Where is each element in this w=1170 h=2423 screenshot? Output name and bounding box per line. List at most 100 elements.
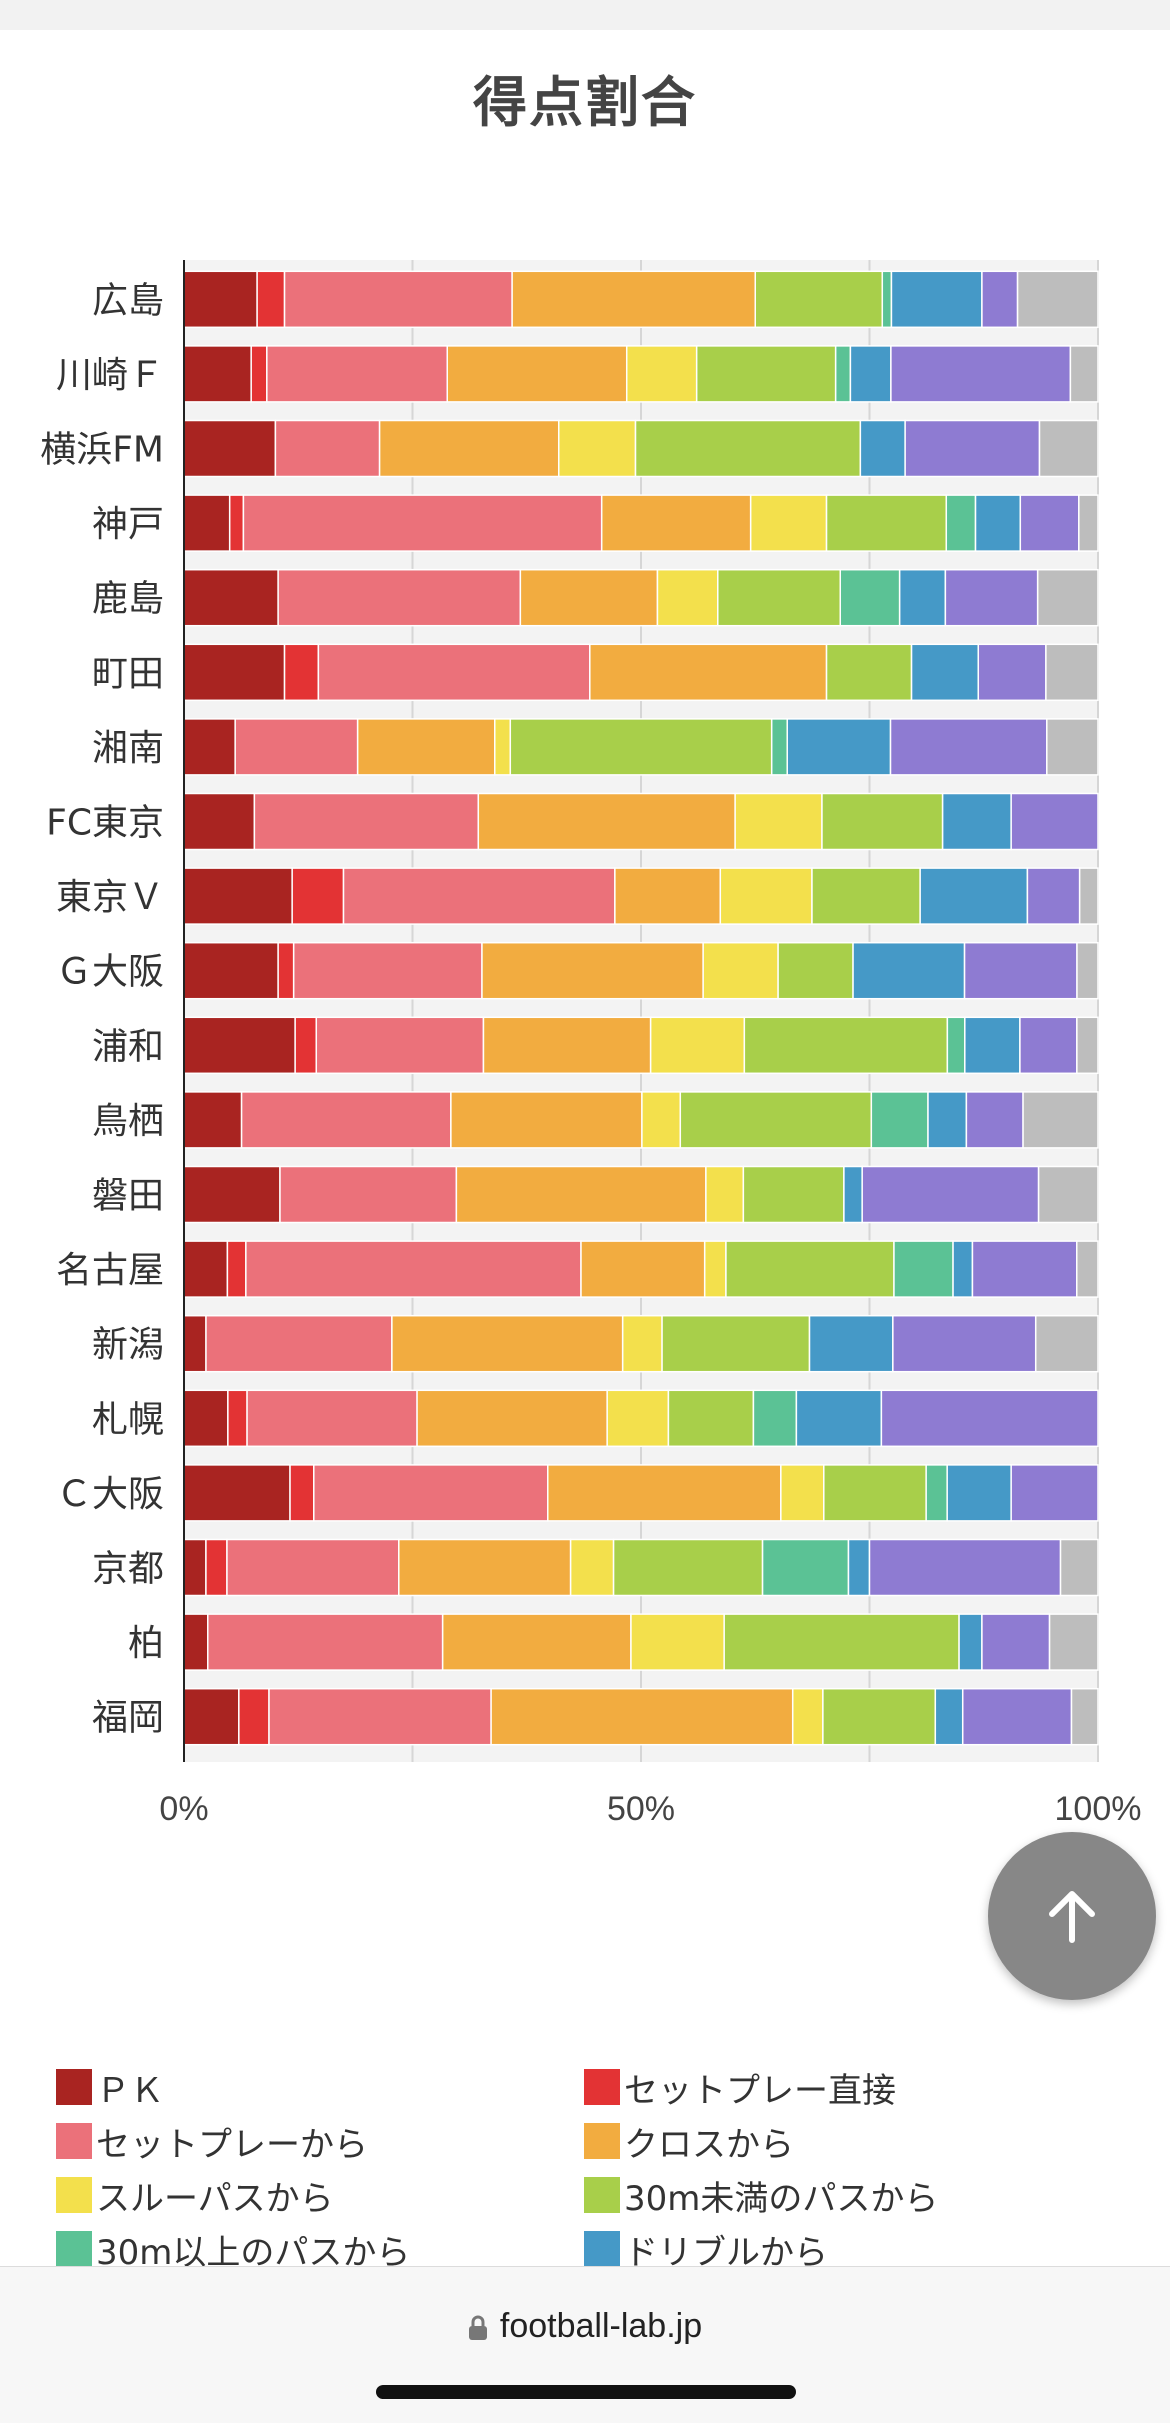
- bar-segment[interactable]: [847, 1538, 871, 1597]
- bar-segment[interactable]: [1026, 867, 1081, 925]
- legend-item[interactable]: ＰＫ: [56, 2060, 164, 2114]
- bar-segment[interactable]: [416, 1389, 608, 1448]
- bar-segment[interactable]: [183, 643, 286, 702]
- bar-segment[interactable]: [952, 1240, 974, 1298]
- bar-segment[interactable]: [315, 1016, 485, 1075]
- bar-segment[interactable]: [183, 867, 293, 925]
- bar-segment[interactable]: [822, 1687, 937, 1746]
- bar-segment[interactable]: [723, 1613, 960, 1671]
- bar-segment[interactable]: [719, 867, 813, 925]
- bar-segment[interactable]: [754, 270, 884, 329]
- bar-segment[interactable]: [1046, 718, 1099, 776]
- bar-segment[interactable]: [625, 345, 698, 403]
- bar-segment[interactable]: [481, 941, 704, 1000]
- bar-segment[interactable]: [823, 1464, 927, 1522]
- bar-segment[interactable]: [283, 643, 320, 702]
- bar-segment[interactable]: [961, 1687, 1073, 1746]
- bar-segment[interactable]: [958, 1613, 983, 1671]
- bar-segment[interactable]: [843, 1165, 863, 1224]
- bar-segment[interactable]: [589, 643, 828, 702]
- bar-segment[interactable]: [1069, 345, 1099, 403]
- bar-segment[interactable]: [183, 1314, 207, 1373]
- bar-segment[interactable]: [946, 1464, 1012, 1522]
- bar-segment[interactable]: [183, 494, 231, 552]
- bar-segment[interactable]: [904, 419, 1041, 478]
- bar-segment[interactable]: [246, 1389, 418, 1448]
- bar-segment[interactable]: [945, 494, 977, 552]
- bar-segment[interactable]: [925, 1464, 948, 1522]
- bar-segment[interactable]: [630, 1613, 725, 1671]
- legend-item[interactable]: クロスから: [584, 2114, 794, 2168]
- bar-segment[interactable]: [242, 494, 603, 552]
- bar-segment[interactable]: [1037, 1165, 1099, 1224]
- bar-segment[interactable]: [277, 568, 522, 627]
- bar-segment[interactable]: [742, 1165, 845, 1224]
- bar-segment[interactable]: [981, 270, 1019, 329]
- bar-segment[interactable]: [786, 718, 892, 776]
- bar-segment[interactable]: [893, 1240, 954, 1298]
- bar-segment[interactable]: [183, 1389, 229, 1448]
- bar-segment[interactable]: [977, 643, 1047, 702]
- bar-segment[interactable]: [641, 1091, 682, 1149]
- bar-segment[interactable]: [183, 1464, 291, 1522]
- bar-segment[interactable]: [266, 345, 448, 403]
- bar-segment[interactable]: [183, 1687, 240, 1746]
- url-bar[interactable]: football-lab.jp: [0, 2307, 1170, 2346]
- bar-segment[interactable]: [1022, 1091, 1099, 1149]
- bar-segment[interactable]: [446, 345, 628, 403]
- bar-segment[interactable]: [1078, 867, 1099, 925]
- bar-segment[interactable]: [614, 867, 722, 925]
- bar-segment[interactable]: [183, 1016, 296, 1075]
- bar-segment[interactable]: [207, 1613, 444, 1671]
- bar-segment[interactable]: [183, 941, 279, 1000]
- bar-segment[interactable]: [205, 1314, 393, 1373]
- bar-segment[interactable]: [705, 1165, 745, 1224]
- bar-segment[interactable]: [870, 1091, 929, 1149]
- bar-segment[interactable]: [1078, 494, 1099, 552]
- bar-segment[interactable]: [547, 1464, 782, 1522]
- bar-segment[interactable]: [509, 718, 773, 776]
- bar-segment[interactable]: [356, 718, 496, 776]
- bar-segment[interactable]: [183, 1165, 281, 1224]
- bar-segment[interactable]: [634, 419, 862, 478]
- bar-segment[interactable]: [245, 1240, 582, 1298]
- bar-segment[interactable]: [227, 1389, 248, 1448]
- bar-segment[interactable]: [317, 643, 591, 702]
- bar-segment[interactable]: [600, 494, 752, 552]
- bar-segment[interactable]: [580, 1240, 706, 1298]
- bar-segment[interactable]: [749, 494, 828, 552]
- bar-segment[interactable]: [279, 1165, 458, 1224]
- bar-segment[interactable]: [490, 1687, 794, 1746]
- bar-segment[interactable]: [277, 941, 295, 1000]
- bar-segment[interactable]: [839, 568, 901, 627]
- bar-segment[interactable]: [971, 1240, 1078, 1298]
- bar-segment[interactable]: [889, 718, 1048, 776]
- bar-segment[interactable]: [811, 867, 921, 925]
- bar-segment[interactable]: [606, 1389, 670, 1448]
- bar-segment[interactable]: [183, 1613, 209, 1671]
- bar-segment[interactable]: [268, 1687, 492, 1746]
- bar-segment[interactable]: [919, 867, 1029, 925]
- bar-segment[interactable]: [240, 1091, 452, 1149]
- bar-segment[interactable]: [1076, 941, 1099, 1000]
- bar-segment[interactable]: [234, 718, 359, 776]
- bar-segment[interactable]: [825, 494, 948, 552]
- bar-segment[interactable]: [205, 1538, 228, 1597]
- bar-segment[interactable]: [963, 941, 1078, 1000]
- bar-segment[interactable]: [825, 643, 913, 702]
- bar-segment[interactable]: [795, 1389, 883, 1448]
- bar-segment[interactable]: [256, 270, 286, 329]
- bar-segment[interactable]: [752, 1389, 798, 1448]
- bar-segment[interactable]: [183, 1091, 243, 1149]
- bar-segment[interactable]: [880, 1389, 1099, 1448]
- bar-segment[interactable]: [477, 792, 736, 851]
- bar-segment[interactable]: [183, 1240, 229, 1298]
- bar-segment[interactable]: [455, 1165, 707, 1224]
- bar-segment[interactable]: [834, 345, 852, 403]
- bar-segment[interactable]: [398, 1538, 572, 1597]
- bar-segment[interactable]: [250, 345, 268, 403]
- bar-segment[interactable]: [761, 1538, 850, 1597]
- bar-segment[interactable]: [890, 345, 1072, 403]
- bar-segment[interactable]: [927, 1091, 968, 1149]
- bar-segment[interactable]: [1034, 1314, 1099, 1373]
